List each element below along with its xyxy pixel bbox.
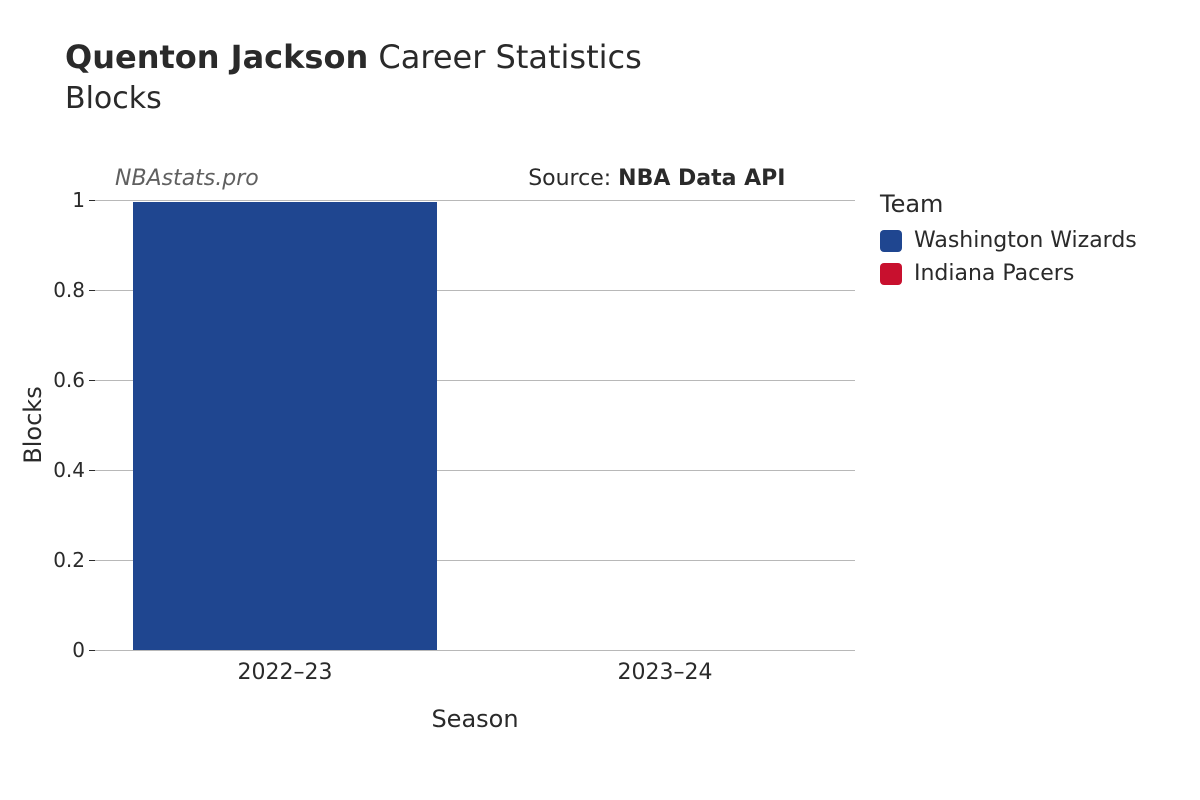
source-label: Source: NBA Data API bbox=[528, 166, 785, 191]
chart-container: Quenton Jackson Career Statistics Blocks… bbox=[0, 0, 1200, 800]
y-tick-label: 0.2 bbox=[53, 548, 95, 572]
y-tick-label: 0.8 bbox=[53, 278, 95, 302]
source-prefix: Source: bbox=[528, 166, 618, 191]
x-axis-title: Season bbox=[431, 705, 518, 733]
y-tick-label: 1 bbox=[72, 188, 95, 212]
source-name: NBA Data API bbox=[618, 166, 785, 191]
legend-swatch bbox=[880, 230, 902, 252]
x-tick-label: 2022–23 bbox=[238, 650, 333, 685]
y-axis-title: Blocks bbox=[19, 386, 47, 463]
title-block: Quenton Jackson Career Statistics Blocks bbox=[65, 40, 642, 116]
legend-swatch bbox=[880, 263, 902, 285]
legend-title: Team bbox=[880, 190, 1137, 218]
grid-line bbox=[95, 200, 855, 201]
y-tick-label: 0.6 bbox=[53, 368, 95, 392]
chart-title: Quenton Jackson Career Statistics bbox=[65, 40, 642, 75]
legend-item: Washington Wizards bbox=[880, 228, 1137, 253]
chart-title-player: Quenton Jackson bbox=[65, 38, 368, 76]
grid-line bbox=[95, 650, 855, 651]
legend: Team Washington Wizards Indiana Pacers bbox=[880, 190, 1137, 294]
chart-title-rest: Career Statistics bbox=[368, 38, 642, 76]
y-tick-label: 0.4 bbox=[53, 458, 95, 482]
watermark-text: NBAstats.pro bbox=[115, 166, 259, 191]
y-tick-label: 0 bbox=[72, 638, 95, 662]
plot-area: 00.20.40.60.812022–232023–24 bbox=[95, 200, 855, 650]
legend-label: Washington Wizards bbox=[914, 228, 1137, 253]
legend-item: Indiana Pacers bbox=[880, 261, 1137, 286]
chart-subtitle: Blocks bbox=[65, 81, 642, 116]
bar bbox=[133, 202, 437, 650]
x-tick-label: 2023–24 bbox=[618, 650, 713, 685]
legend-label: Indiana Pacers bbox=[914, 261, 1074, 286]
